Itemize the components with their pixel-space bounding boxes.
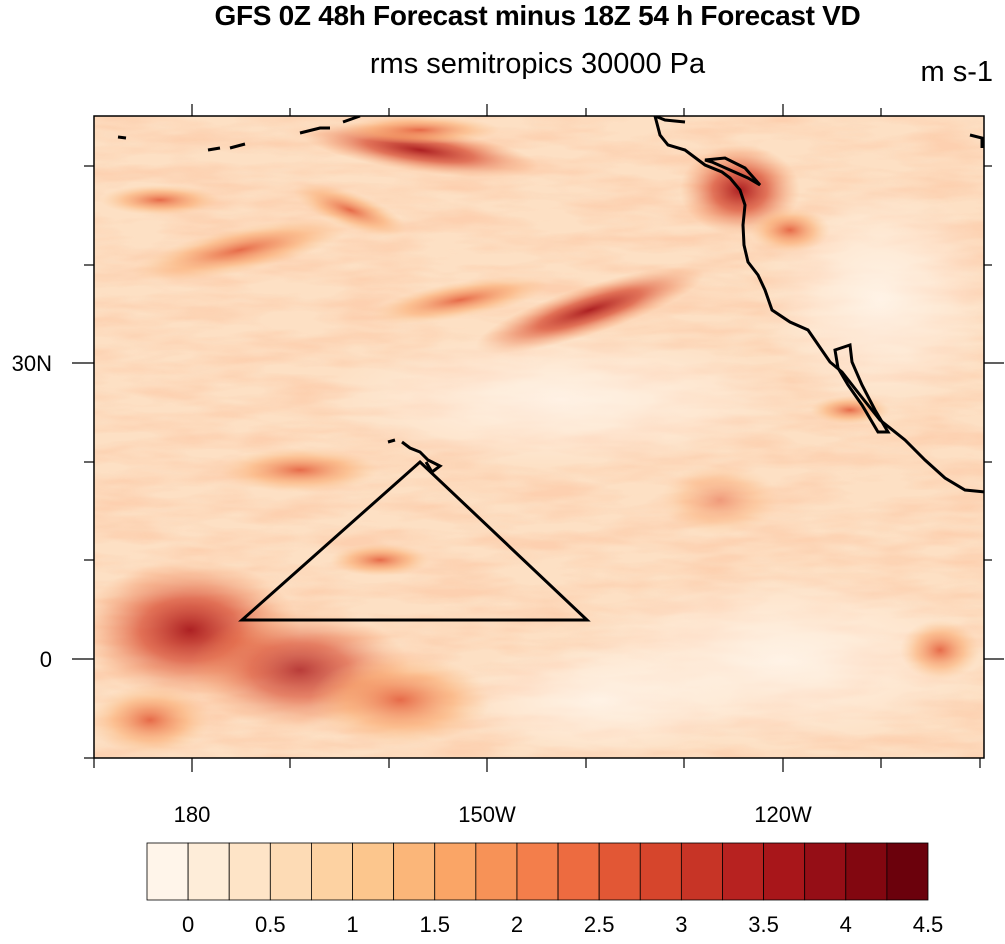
colorbar-swatch (434, 842, 477, 901)
colorbar-swatch (804, 842, 847, 901)
colorbar-swatch (146, 842, 189, 901)
colorbar-label: 4.5 (913, 912, 944, 937)
colorbar-swatch (516, 842, 559, 901)
colorbar-labels: 00.511.522.533.544.55 (182, 912, 1005, 937)
colorbar-swatch (269, 842, 312, 901)
y-tick-label: 30N (12, 351, 52, 376)
axis-ticks (72, 104, 1004, 772)
coastline (117, 116, 984, 494)
colorbar-swatch (187, 842, 230, 901)
colorbar-swatch (680, 842, 723, 901)
colorbar-swatch (475, 842, 518, 901)
colorbar-swatch (598, 842, 641, 901)
colorbar-swatch (639, 842, 682, 901)
colorbar-swatch (311, 842, 353, 901)
colorbar-label: 0 (182, 912, 194, 937)
colorbar-swatch (886, 842, 929, 901)
colorbar-label: 1 (346, 912, 358, 937)
colorbar-swatch (722, 842, 764, 901)
map-title: GFS 0Z 48h Forecast minus 18Z 54 h Forec… (214, 0, 861, 31)
colorbar-swatch (557, 842, 600, 901)
colorbar-label: 3.5 (748, 912, 779, 937)
x-tick-label: 120W (754, 802, 812, 827)
colorbar-swatch (228, 842, 271, 901)
x-tick-label: 180 (174, 802, 211, 827)
shaded-field (94, 116, 984, 758)
colorbar-label: 2.5 (584, 912, 615, 937)
colorbar-label: 3 (675, 912, 687, 937)
colorbar-label: 0.5 (255, 912, 286, 937)
colorbar (146, 842, 929, 901)
colorbar-label: 4 (840, 912, 852, 937)
x-tick-label: 150W (458, 802, 516, 827)
y-tick-label: 0 (40, 647, 52, 672)
colorbar-label: 1.5 (419, 912, 450, 937)
colorbar-swatch (352, 842, 395, 901)
units-label: m s-1 (920, 56, 994, 88)
map-subtitle: rms semitropics 30000 Pa (369, 48, 706, 80)
plot-frame (93, 115, 985, 759)
colorbar-swatch (763, 842, 806, 901)
colorbar-swatch (845, 842, 888, 901)
colorbar-label: 2 (511, 912, 523, 937)
colorbar-swatch (393, 842, 436, 901)
region-triangle (238, 459, 591, 622)
